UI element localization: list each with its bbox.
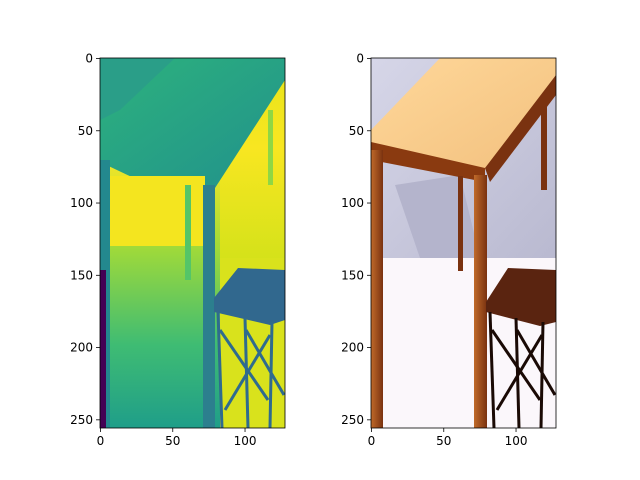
- rgb-leg-left: [371, 150, 383, 428]
- y-tick-label: 200: [341, 341, 364, 355]
- rgb-side-table-legs: [488, 311, 556, 428]
- x-tick-label: 100: [505, 434, 528, 448]
- depth-leg-front: [203, 185, 215, 428]
- rgb-tabletop: [371, 58, 556, 170]
- rgb-apron: [371, 142, 485, 182]
- depth-near-edge: [100, 270, 106, 428]
- depth-image: [100, 58, 285, 428]
- axes-frame: [370, 57, 557, 429]
- axis-ticks: 0 50 100 0 50 100 150 200 250: [70, 52, 256, 449]
- rgb-apron-side: [485, 75, 556, 182]
- x-tick-label: 50: [165, 434, 180, 448]
- x-tick-label: 100: [234, 434, 257, 448]
- y-tick-label: 150: [341, 268, 364, 282]
- depth-side-table-top: [214, 268, 285, 325]
- y-tick-label: 250: [70, 413, 93, 427]
- y-tick-label: 150: [70, 268, 93, 282]
- depth-tabletop-near: [100, 58, 175, 120]
- y-tick-label: 250: [341, 413, 364, 427]
- rgb-image-panel: 0 50 100 0 50 100 150 200 250: [341, 52, 557, 449]
- y-tick-label: 100: [70, 196, 93, 210]
- axis-ticks: 0 50 100 0 50 100 150 200 250: [341, 52, 527, 449]
- axes-frame: [99, 57, 286, 429]
- y-tick-label: 0: [356, 52, 364, 66]
- rgb-leg-back: [458, 176, 463, 271]
- y-tick-label: 100: [341, 196, 364, 210]
- x-tick-label: 0: [368, 434, 376, 448]
- y-tick-label: 50: [78, 124, 93, 138]
- depth-tabletop: [100, 58, 285, 188]
- y-tick-label: 50: [349, 124, 364, 138]
- x-tick-label: 50: [436, 434, 451, 448]
- depth-leg-back: [185, 185, 191, 280]
- depth-leg-far: [268, 110, 273, 185]
- rgb-side-table-top: [486, 268, 556, 326]
- rgb-leg-front: [474, 175, 487, 428]
- depth-side-table-legs: [216, 311, 285, 428]
- depth-image-panel: 0 50 100 0 50 100 150 200 250: [70, 52, 286, 449]
- y-tick-label: 0: [85, 52, 93, 66]
- y-tick-label: 200: [70, 341, 93, 355]
- rgb-leg-far: [541, 100, 547, 190]
- rgb-image: [371, 58, 556, 428]
- x-tick-label: 0: [97, 434, 105, 448]
